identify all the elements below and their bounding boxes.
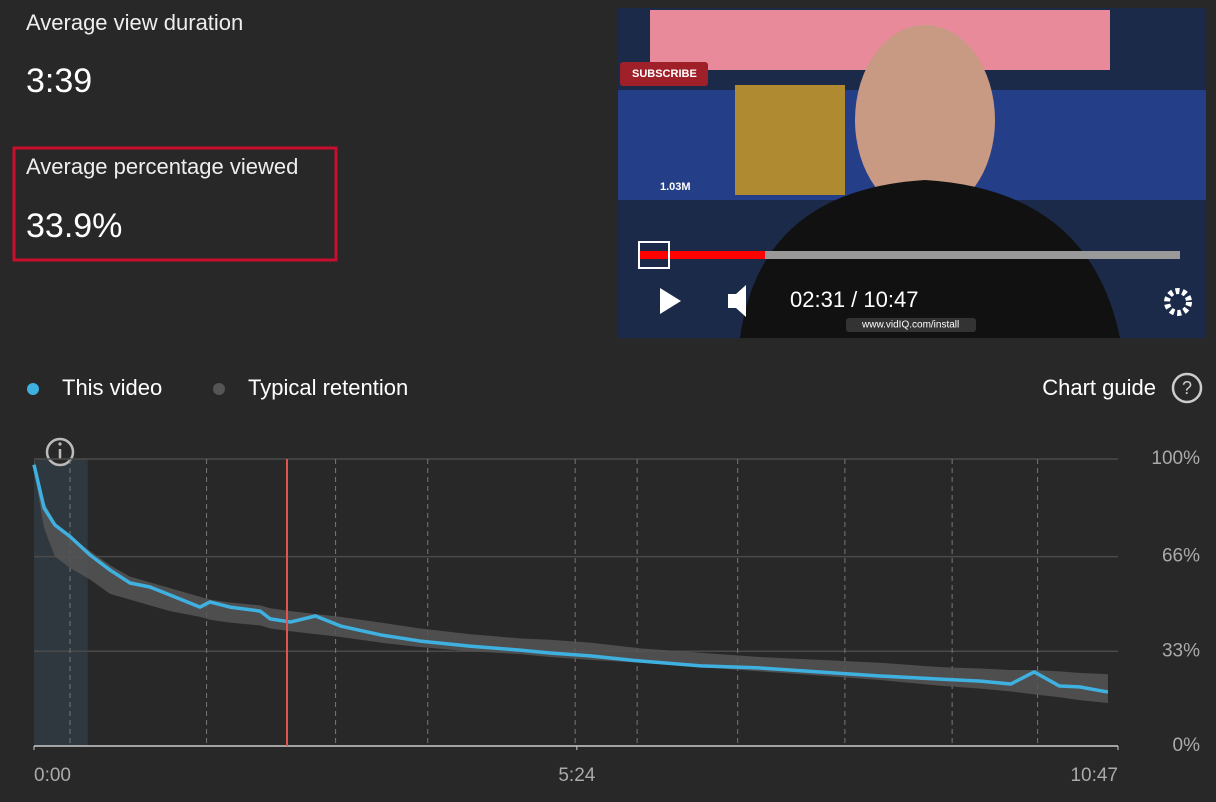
y-tick-label: 0% (1173, 735, 1201, 756)
url-badge (846, 318, 976, 332)
video-face (855, 25, 995, 215)
y-tick-label: 66% (1162, 546, 1200, 567)
x-tick-label: 5:24 (558, 765, 595, 786)
overlay-text: 1.03M (660, 181, 691, 193)
video-player[interactable]: SUBSCRIBE 1.03M 02:31 / 10:47 www.vidIQ.… (618, 8, 1206, 338)
legend-label: Typical retention (248, 375, 408, 400)
x-tick-label: 10:47 (1070, 765, 1118, 786)
progress-track (640, 251, 1180, 259)
metric-label: Average percentage viewed (26, 154, 298, 179)
retention-line (32, 464, 1109, 694)
legend-swatch (213, 383, 225, 395)
metric-value: 33.9% (26, 207, 122, 245)
legend-swatch (27, 383, 39, 395)
help-icon[interactable] (1171, 372, 1203, 404)
chart-guide[interactable]: Chart guide (1042, 375, 1156, 400)
settings-button[interactable] (1164, 288, 1192, 316)
highlight-box (12, 146, 338, 262)
play-button[interactable] (660, 288, 681, 314)
x-tick-label: 0:00 (34, 765, 71, 786)
typical-band (34, 459, 1108, 703)
progress-thumb (638, 241, 670, 269)
overlay-text: SUBSCRIBE (632, 68, 697, 80)
y-tick-label: 33% (1162, 640, 1200, 661)
legend-label: This video (62, 375, 162, 400)
metric-label: Average view duration (26, 10, 243, 35)
plot: 0% 33% 66% 100% 0:00 5:24 10:47 (32, 437, 1201, 786)
legend: This video Typical retention (27, 375, 408, 400)
volume-button[interactable] (728, 285, 746, 317)
video-award (735, 85, 845, 195)
subscribe-badge (620, 62, 708, 86)
progress-played (640, 251, 765, 259)
info-icon-glyph (58, 442, 62, 446)
overlay-text: www.vidIQ.com/install (861, 320, 959, 331)
metric-value: 3:39 (26, 62, 92, 100)
video-time: 02:31 / 10:47 (790, 287, 918, 312)
y-tick-label: 100% (1151, 448, 1200, 469)
help-icon-glyph: ? (1182, 378, 1192, 398)
